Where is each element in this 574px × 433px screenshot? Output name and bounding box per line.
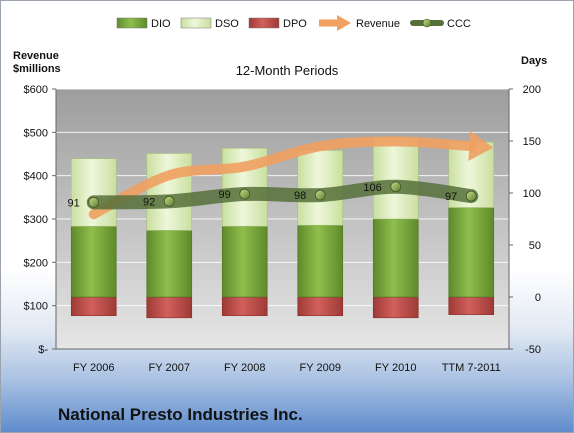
dso-bar (146, 153, 193, 231)
x-tick-label: FY 2009 (300, 362, 341, 374)
chart-title: 12-Month Periods (236, 63, 339, 78)
right-tick-label: -50 (525, 344, 541, 356)
company-name: National Presto Industries Inc. (58, 405, 303, 424)
legend-ccc-marker (422, 18, 432, 28)
x-axis-labels: FY 2006 FY 2007 FY 2008 FY 2009 FY 2010 TTM 7… (73, 362, 501, 374)
dpo-bar (448, 296, 495, 315)
x-tick-label: FY 2006 (73, 362, 114, 374)
dso-bar (372, 137, 419, 220)
left-tick-label: $500 (24, 127, 48, 139)
legend-swatch (116, 17, 148, 29)
bars (70, 137, 495, 319)
ccc-marker (239, 188, 251, 200)
right-axis-label: Days (521, 55, 547, 67)
dio-bar (146, 230, 193, 298)
x-tick-label: FY 2007 (149, 362, 190, 374)
right-axis-ticks: -50 0 50 100 150 200 (508, 84, 541, 356)
right-tick-label: 150 (523, 136, 541, 148)
ccc-series: 91 92 99 98 106 97 (68, 179, 479, 210)
ccc-data-label: 98 (294, 190, 306, 202)
left-tick-label: $100 (24, 301, 48, 313)
ccc-marker (88, 196, 100, 208)
left-tick-label: $200 (24, 257, 48, 269)
left-axis-ticks: $- $100 $200 $300 $400 $500 $600 (24, 84, 509, 356)
dpo-bar (221, 296, 268, 317)
ccc-data-label: 106 (363, 182, 381, 194)
left-axis-label-line1: Revenue (13, 50, 59, 62)
dpo-bar (372, 296, 419, 319)
ccc-data-label: 97 (445, 191, 457, 203)
dpo-bar (146, 296, 193, 319)
legend-item-ccc: CCC (410, 18, 471, 30)
right-tick-label: 100 (523, 188, 541, 200)
revenue-arrowhead (468, 131, 494, 162)
dio-bar (297, 224, 344, 298)
left-tick-label: $600 (24, 84, 48, 96)
ccc-line (86, 179, 479, 210)
legend-label: DSO (215, 18, 239, 30)
dio-bar (70, 225, 117, 298)
dio-bar (372, 218, 419, 298)
ccc-data-label: 99 (219, 189, 231, 201)
right-tick-label: 0 (535, 292, 541, 304)
legend-label: CCC (447, 18, 471, 30)
legend-item-revenue: Revenue (319, 15, 400, 31)
legend-item-dso: DSO (180, 17, 239, 30)
legend-label: DPO (283, 18, 307, 30)
revenue-line (88, 136, 477, 220)
legend-item-dpo: DPO (248, 17, 307, 30)
legend-label: Revenue (356, 18, 400, 30)
dio-bar (448, 207, 495, 298)
legend: DIO DSO DPO Revenue CCC (116, 15, 471, 31)
x-tick-label: FY 2008 (224, 362, 265, 374)
x-tick-label: TTM 7-2011 (442, 362, 501, 374)
ccc-data-label: 92 (143, 196, 155, 208)
ccc-marker (163, 195, 175, 207)
ccc-data-label: 91 (68, 197, 80, 209)
left-tick-label: $- (38, 344, 48, 356)
legend-swatch (248, 17, 280, 29)
legend-label: DIO (151, 18, 171, 30)
right-tick-label: 50 (529, 240, 541, 252)
revenue-series (88, 131, 494, 220)
dio-bar (221, 225, 268, 298)
ccc-marker (390, 181, 402, 193)
ccc-marker (314, 189, 326, 201)
left-tick-label: $400 (24, 171, 48, 183)
right-tick-label: 200 (523, 84, 541, 96)
left-tick-label: $300 (24, 214, 48, 226)
x-tick-label: FY 2010 (375, 362, 416, 374)
legend-arrow-head (337, 15, 351, 31)
dpo-bar (70, 296, 117, 317)
left-axis-label-line2: $millions (13, 63, 61, 75)
legend-item-dio: DIO (116, 17, 171, 30)
dpo-bar (297, 296, 344, 317)
legend-swatch (180, 17, 212, 29)
ccc-marker (465, 190, 477, 202)
